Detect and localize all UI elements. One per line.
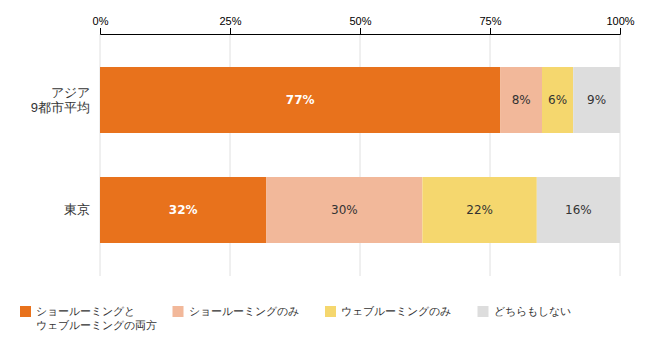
legend-swatch (20, 306, 31, 317)
x-tick-label: 75% (479, 15, 501, 27)
legend-label: ウェブルーミングのみ (341, 305, 451, 318)
data-label: 32% (169, 203, 198, 217)
data-label: 9% (587, 93, 606, 107)
plot: 77% 32% 8% 30% 6% 22% 9% 16% 0% 25% 50% 75% 100% アジア9… (31, 15, 635, 276)
x-tick-mark (490, 28, 491, 34)
x-axis-line (101, 28, 621, 35)
legend-item: ショールーミングとウェブルーミングの両方 (20, 305, 157, 331)
chart-svg: 77% 32% 8% 30% 6% 22% 9% 16% 0% 25% 50% 75% 100% アジア9… (0, 0, 650, 362)
data-label: 8% (512, 93, 531, 107)
bar (573, 67, 620, 133)
x-axis: 0% 25% 50% 75% 100% (93, 15, 635, 35)
legend-label-line: ウェブルーミングのみ (341, 305, 451, 318)
y-tick-label: アジア9都市平均 (31, 85, 90, 115)
bar (542, 67, 573, 133)
y-tick-label: 東京 (64, 202, 90, 217)
bar (537, 177, 620, 243)
legend: ショールーミングとウェブルーミングの両方 ショールーミングのみ ウェブルーミングのみ… (20, 305, 571, 331)
y-tick: 東京 (64, 202, 90, 217)
data-label: 22% (466, 203, 493, 217)
y-axis: アジア9都市平均東京 (31, 85, 90, 217)
x-tick: 0% (93, 15, 109, 34)
x-tick: 100% (606, 15, 634, 34)
legend-label: ショールーミングとウェブルーミングの両方 (36, 305, 157, 331)
bar (100, 177, 266, 243)
legend-label-line: ショールーミングのみ (189, 305, 299, 318)
x-tick-label: 100% (606, 15, 634, 27)
x-tick-label: 50% (349, 15, 371, 27)
y-tick: アジア9都市平均 (31, 85, 90, 115)
data-labels: 77% 32% 8% 30% 6% 22% 9% 16% (169, 93, 606, 217)
legend-swatch (173, 306, 184, 317)
x-tick-mark (100, 28, 101, 34)
bar (100, 67, 500, 133)
x-tick: 25% (219, 15, 241, 34)
legend-swatch (478, 306, 489, 317)
x-tick-label: 25% (219, 15, 241, 27)
x-tick-mark (620, 28, 621, 34)
bar (500, 67, 542, 133)
grid (100, 34, 620, 276)
data-label: 30% (331, 203, 358, 217)
x-tick-mark (360, 28, 361, 34)
y-tick-label-line: 9都市平均 (31, 100, 90, 115)
bar (422, 177, 536, 243)
x-tick: 50% (349, 15, 371, 34)
legend-item: ウェブルーミングのみ (325, 305, 451, 318)
legend-item: どちらもしない (478, 305, 571, 318)
legend-label-line: ウェブルーミングの両方 (36, 319, 157, 332)
x-tick-label: 0% (93, 15, 109, 27)
legend-label: ショールーミングのみ (189, 305, 299, 318)
legend-item: ショールーミングのみ (173, 305, 299, 318)
legend-label-line: ショールーミングと (36, 305, 135, 318)
data-label: 77% (286, 93, 315, 107)
legend-label: どちらもしない (494, 305, 571, 318)
x-tick: 75% (479, 15, 501, 34)
legend-label-line: どちらもしない (494, 305, 571, 318)
bar (266, 177, 422, 243)
legend-swatch (325, 306, 336, 317)
bar-series (266, 67, 542, 243)
bar-series (537, 67, 620, 243)
y-tick-label-line: アジア (51, 85, 90, 100)
data-label: 6% (548, 93, 567, 107)
chart-container: 77% 32% 8% 30% 6% 22% 9% 16% 0% 25% 50% 75% 100% アジア9… (0, 0, 650, 362)
bars (100, 67, 620, 243)
y-tick-label-line: 東京 (64, 202, 90, 217)
data-label: 16% (565, 203, 592, 217)
x-tick-mark (230, 28, 231, 34)
